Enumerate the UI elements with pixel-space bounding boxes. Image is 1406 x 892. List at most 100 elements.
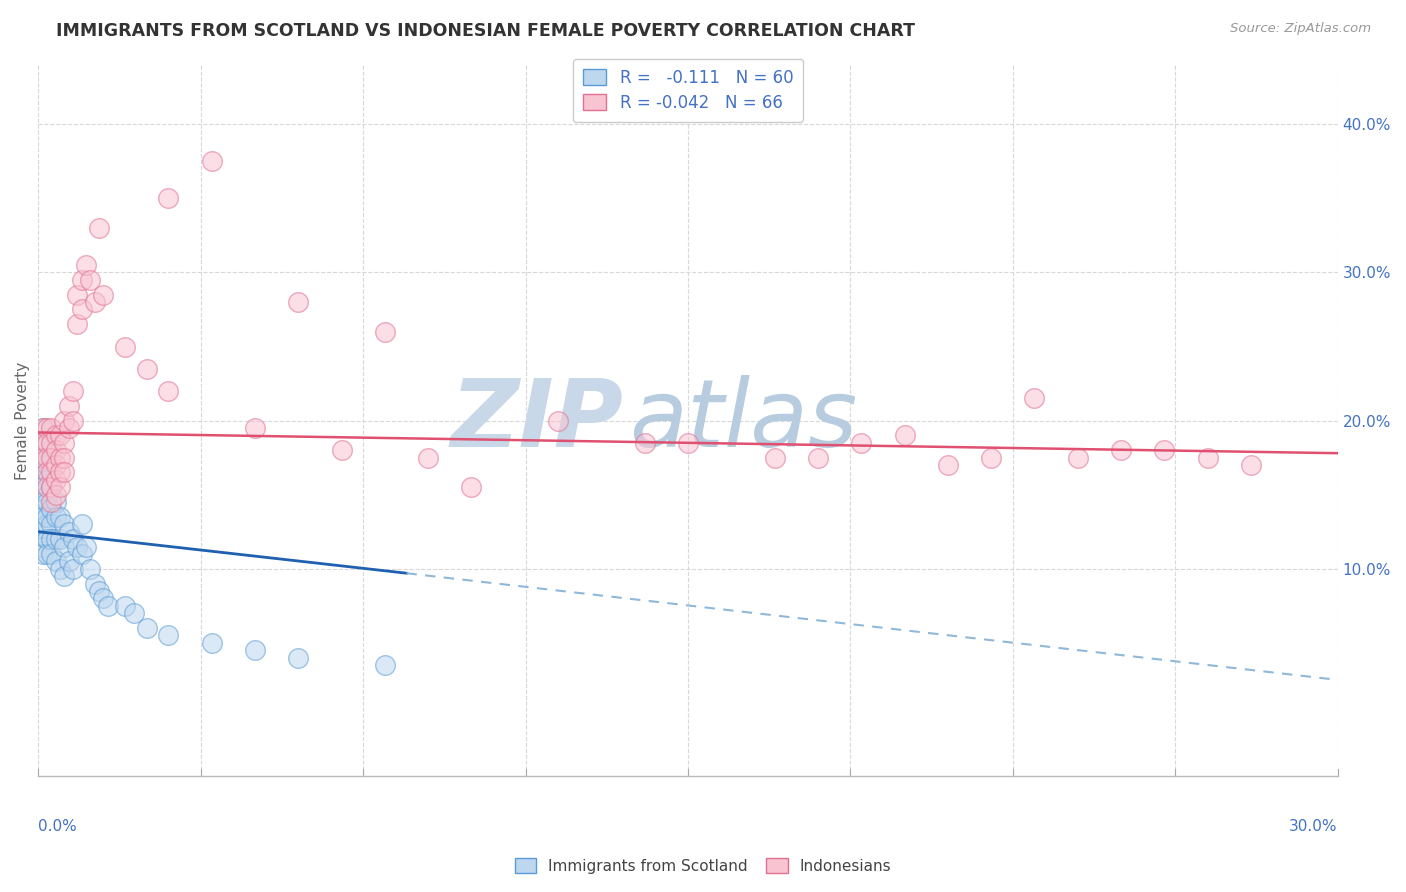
Point xyxy=(58,399,80,413)
Point xyxy=(114,339,136,353)
Point xyxy=(45,554,67,568)
Point xyxy=(330,443,353,458)
Point xyxy=(31,495,53,509)
Y-axis label: Female Poverty: Female Poverty xyxy=(15,361,30,480)
Point xyxy=(45,458,67,472)
Point xyxy=(243,421,266,435)
Point xyxy=(49,466,72,480)
Point xyxy=(547,414,569,428)
Point xyxy=(62,384,84,398)
Point xyxy=(41,480,63,494)
Point xyxy=(1024,392,1046,406)
Legend: Immigrants from Scotland, Indonesians: Immigrants from Scotland, Indonesians xyxy=(509,852,897,880)
Point xyxy=(893,428,915,442)
Point xyxy=(31,458,53,472)
Point xyxy=(49,532,72,546)
Point xyxy=(114,599,136,613)
Point xyxy=(45,428,67,442)
Point xyxy=(49,509,72,524)
Point xyxy=(70,517,93,532)
Point xyxy=(53,540,76,554)
Point xyxy=(634,435,657,450)
Point xyxy=(41,480,63,494)
Point xyxy=(157,384,180,398)
Point xyxy=(45,473,67,487)
Point xyxy=(31,524,53,539)
Point xyxy=(763,450,786,465)
Point xyxy=(31,466,53,480)
Point xyxy=(35,488,58,502)
Point xyxy=(41,547,63,561)
Point xyxy=(31,450,53,465)
Point xyxy=(75,540,97,554)
Point xyxy=(53,466,76,480)
Point xyxy=(53,569,76,583)
Point xyxy=(374,658,396,673)
Point xyxy=(31,547,53,561)
Point xyxy=(157,628,180,642)
Point xyxy=(35,495,58,509)
Point xyxy=(31,421,53,435)
Point xyxy=(35,532,58,546)
Point xyxy=(62,562,84,576)
Point xyxy=(31,435,53,450)
Point xyxy=(1240,458,1263,472)
Point xyxy=(35,473,58,487)
Point xyxy=(75,258,97,272)
Point xyxy=(31,480,53,494)
Point xyxy=(122,606,145,620)
Point xyxy=(70,302,93,317)
Point xyxy=(83,576,105,591)
Point xyxy=(45,495,67,509)
Text: atlas: atlas xyxy=(630,376,858,467)
Point xyxy=(980,450,1002,465)
Point xyxy=(936,458,959,472)
Point xyxy=(35,509,58,524)
Point xyxy=(62,532,84,546)
Text: 0.0%: 0.0% xyxy=(38,819,77,834)
Point xyxy=(62,414,84,428)
Point xyxy=(53,414,76,428)
Point xyxy=(87,584,110,599)
Point xyxy=(41,502,63,516)
Point xyxy=(460,480,482,494)
Point xyxy=(35,450,58,465)
Point xyxy=(35,517,58,532)
Point xyxy=(41,480,63,494)
Point xyxy=(35,435,58,450)
Point xyxy=(35,480,58,494)
Point xyxy=(91,287,114,301)
Point xyxy=(31,421,53,435)
Point xyxy=(35,532,58,546)
Point xyxy=(66,318,89,332)
Point xyxy=(66,540,89,554)
Legend: R =   -0.111   N = 60, R = -0.042   N = 66: R = -0.111 N = 60, R = -0.042 N = 66 xyxy=(572,59,803,122)
Point xyxy=(41,421,63,435)
Point xyxy=(135,361,157,376)
Point xyxy=(97,599,120,613)
Point xyxy=(49,480,72,494)
Text: 30.0%: 30.0% xyxy=(1289,819,1337,834)
Point xyxy=(200,636,222,650)
Point xyxy=(49,562,72,576)
Point xyxy=(45,488,67,502)
Point xyxy=(49,428,72,442)
Point xyxy=(66,287,89,301)
Point xyxy=(35,421,58,435)
Point xyxy=(31,435,53,450)
Point xyxy=(58,524,80,539)
Point xyxy=(287,650,309,665)
Point xyxy=(243,643,266,657)
Point xyxy=(1197,450,1219,465)
Point xyxy=(79,562,101,576)
Point xyxy=(49,450,72,465)
Point xyxy=(91,591,114,606)
Point xyxy=(676,435,699,450)
Point xyxy=(45,532,67,546)
Point xyxy=(1153,443,1175,458)
Point xyxy=(87,221,110,235)
Text: Source: ZipAtlas.com: Source: ZipAtlas.com xyxy=(1230,22,1371,36)
Point xyxy=(287,295,309,310)
Point xyxy=(135,621,157,635)
Point xyxy=(374,325,396,339)
